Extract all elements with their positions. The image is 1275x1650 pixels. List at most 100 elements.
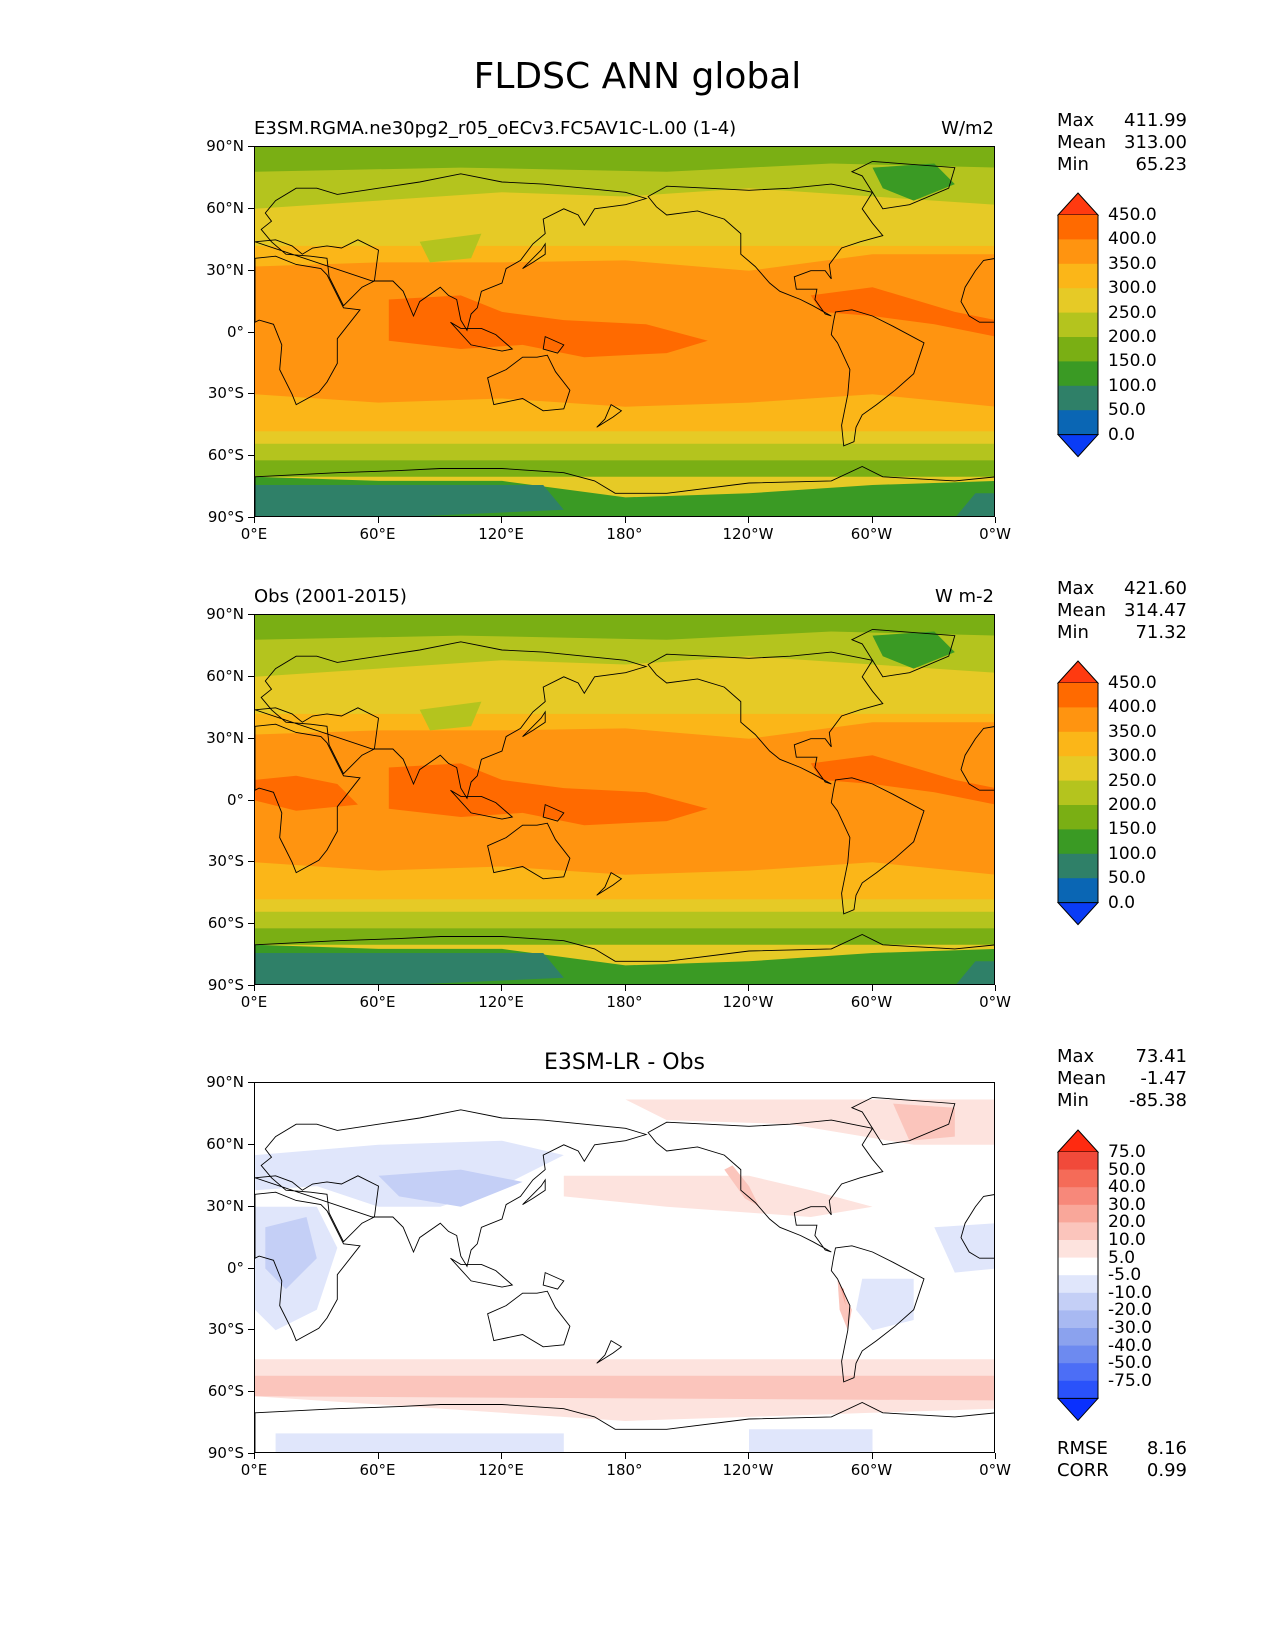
obs-map[interactable] (254, 614, 995, 985)
contour-band-9 (255, 431, 994, 444)
coastline-9 (542, 803, 565, 822)
contour-band-7 (255, 615, 994, 640)
colorbar-label: 100.0 (1108, 843, 1157, 864)
colorbar-label: -5.0 (1108, 1265, 1142, 1286)
lat-tick-label: 90°N (206, 1073, 244, 1091)
colorbar-label: 40.0 (1108, 1177, 1146, 1198)
lat-tick-label: 90°N (206, 137, 244, 155)
contour-band-14 (255, 953, 564, 984)
lon-tick-label: 60°E (359, 1461, 396, 1479)
contour-band-7 (749, 1429, 873, 1452)
contour-band-13 (837, 1278, 852, 1331)
colorbar-label: 0.0 (1108, 892, 1136, 913)
lon-tick (254, 1453, 255, 1459)
colorbar-label: 150.0 (1108, 819, 1157, 840)
field-colorbar-swatches (1057, 192, 1099, 458)
coastline-2 (255, 173, 648, 332)
stat-mean: Mean -1.47 (1057, 1068, 1187, 1089)
lat-tick-label: 0° (226, 322, 244, 341)
coastline-8 (450, 789, 514, 820)
lat-tick (248, 517, 254, 518)
lat-tick (248, 331, 254, 333)
field-colorbar-swatches (1057, 660, 1099, 926)
colorbar-segment-9 (1058, 410, 1098, 436)
lon-tick (995, 1453, 996, 1459)
coastline-8 (450, 321, 514, 352)
coastline-11 (596, 871, 623, 896)
colorbar-label: 5.0 (1108, 1247, 1136, 1268)
colorbar-label: -30.0 (1108, 1318, 1152, 1338)
coastline-7 (255, 1402, 994, 1452)
colorbar-label: 200.0 (1108, 795, 1157, 815)
coastline-8 (450, 1257, 514, 1288)
colorbar-label: 50.0 (1108, 1159, 1146, 1180)
colorbar-segment-5 (1058, 312, 1098, 338)
lon-tick (871, 1453, 873, 1459)
lon-tick-label: 0°E (240, 993, 268, 1011)
coastline-0 (255, 255, 361, 406)
colorbar-segment-9 (1058, 1292, 1098, 1311)
lat-tick (248, 1205, 254, 1207)
colorbar-segment-3 (1058, 1187, 1098, 1206)
colorbar-segment-8 (1058, 853, 1098, 879)
lon-tick-label: 180° (606, 525, 643, 543)
lat-tick-label: 60°N (206, 666, 244, 685)
lon-tick-label: 120°W (722, 993, 774, 1011)
coastline-3 (487, 822, 571, 880)
coastline-1 (960, 726, 994, 791)
lat-tick-label: 30°N (206, 1196, 244, 1215)
lat-tick (248, 1082, 254, 1083)
colorbar-segment-3 (1058, 263, 1098, 289)
colorbar-label: 350.0 (1108, 253, 1157, 274)
colorbar-label: 200.0 (1108, 327, 1157, 347)
contour-band-13 (255, 485, 564, 516)
lon-tick (377, 517, 379, 523)
colorbar-lower-arrow (1057, 1397, 1099, 1422)
colorbar-label: -50.0 (1108, 1353, 1152, 1374)
model-map[interactable] (254, 146, 995, 517)
colorbar-label: 250.0 (1108, 770, 1157, 791)
stat-mean: Mean 313.00 (1057, 132, 1187, 153)
lat-tick-label: 30°S (207, 1320, 244, 1339)
contour-band-9 (419, 701, 482, 731)
lon-tick-label: 180° (606, 1461, 643, 1479)
colorbar-label: 450.0 (1108, 673, 1157, 693)
colorbar-segment-6 (1058, 337, 1098, 362)
lat-tick (248, 1391, 254, 1393)
colorbar-segment-8 (1058, 1275, 1098, 1294)
coastline-9 (542, 335, 565, 354)
diff-map-plot (255, 1083, 994, 1452)
colorbar-segment-2 (1058, 239, 1098, 265)
lon-tick (871, 985, 873, 991)
lat-tick-label: 30°N (206, 728, 244, 747)
lon-tick (871, 517, 873, 523)
lat-tick (248, 455, 254, 457)
colorbar-label: 0.0 (1108, 424, 1136, 445)
colorbar-upper-arrow (1057, 660, 1099, 684)
contour-band-12 (563, 1175, 873, 1217)
contour-band-7 (872, 163, 955, 201)
lon-tick-label: 60°E (359, 525, 396, 543)
lon-tick-label: 0°E (240, 1461, 268, 1479)
colorbar-segment-12 (1058, 1345, 1098, 1364)
colorbar-segment-2 (1058, 1169, 1098, 1188)
coastline-4 (647, 183, 884, 317)
panel-obs: Obs (2001-2015) W m-2 90°N 60°N 30°N 0° 30°S… (0, 578, 1275, 1054)
lon-tick-label: 60°W (850, 1461, 893, 1479)
colorbar-segment-2 (1058, 707, 1098, 733)
colorbar-segment-14 (1058, 1380, 1098, 1399)
lat-tick (248, 207, 254, 209)
contour-band-10 (255, 443, 994, 461)
lon-tick (995, 985, 996, 991)
diff-stats: Max 73.41 Mean -1.47 Min -85.38 (1057, 1046, 1187, 1112)
contour-band-15 (724, 1165, 760, 1207)
colorbar-segment-5 (1058, 780, 1098, 806)
model-map-plot (255, 147, 994, 516)
colorbar-label: 400.0 (1108, 697, 1157, 718)
lat-tick-label: 0° (226, 1258, 244, 1277)
colorbar-segment-8 (1058, 385, 1098, 411)
contour-band-11 (255, 911, 994, 929)
coastline-1 (960, 258, 994, 323)
contour-band-15 (956, 961, 994, 984)
diff-map[interactable] (254, 1082, 995, 1453)
